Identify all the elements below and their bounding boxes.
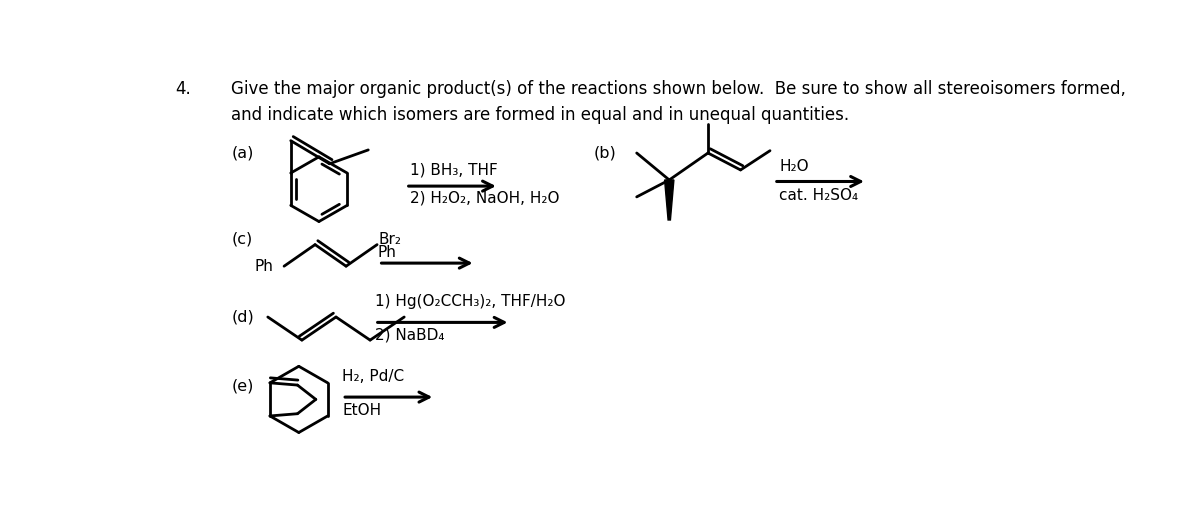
- Text: EtOH: EtOH: [342, 403, 382, 419]
- Text: 2) NaBD₄: 2) NaBD₄: [374, 328, 444, 343]
- Text: cat. H₂SO₄: cat. H₂SO₄: [779, 188, 858, 203]
- Polygon shape: [665, 180, 674, 220]
- Text: 1) BH₃, THF: 1) BH₃, THF: [409, 163, 497, 177]
- Text: and indicate which isomers are formed in equal and in unequal quantities.: and indicate which isomers are formed in…: [232, 106, 850, 124]
- Text: Give the major organic product(s) of the reactions shown below.  Be sure to show: Give the major organic product(s) of the…: [232, 80, 1127, 98]
- Text: Br₂: Br₂: [379, 232, 402, 247]
- Text: H₂O: H₂O: [779, 159, 809, 174]
- Text: 2) H₂O₂, NaOH, H₂O: 2) H₂O₂, NaOH, H₂O: [409, 191, 559, 206]
- Text: (a): (a): [232, 145, 253, 161]
- Text: Ph: Ph: [254, 259, 274, 274]
- Text: 4.: 4.: [175, 80, 191, 98]
- Text: (b): (b): [593, 145, 616, 161]
- Text: (e): (e): [232, 379, 253, 394]
- Text: 1) Hg(O₂CCH₃)₂, THF/H₂O: 1) Hg(O₂CCH₃)₂, THF/H₂O: [374, 294, 565, 309]
- Text: H₂, Pd/C: H₂, Pd/C: [342, 369, 404, 384]
- Text: Ph: Ph: [377, 245, 396, 260]
- Text: (d): (d): [232, 310, 254, 325]
- Text: (c): (c): [232, 232, 253, 247]
